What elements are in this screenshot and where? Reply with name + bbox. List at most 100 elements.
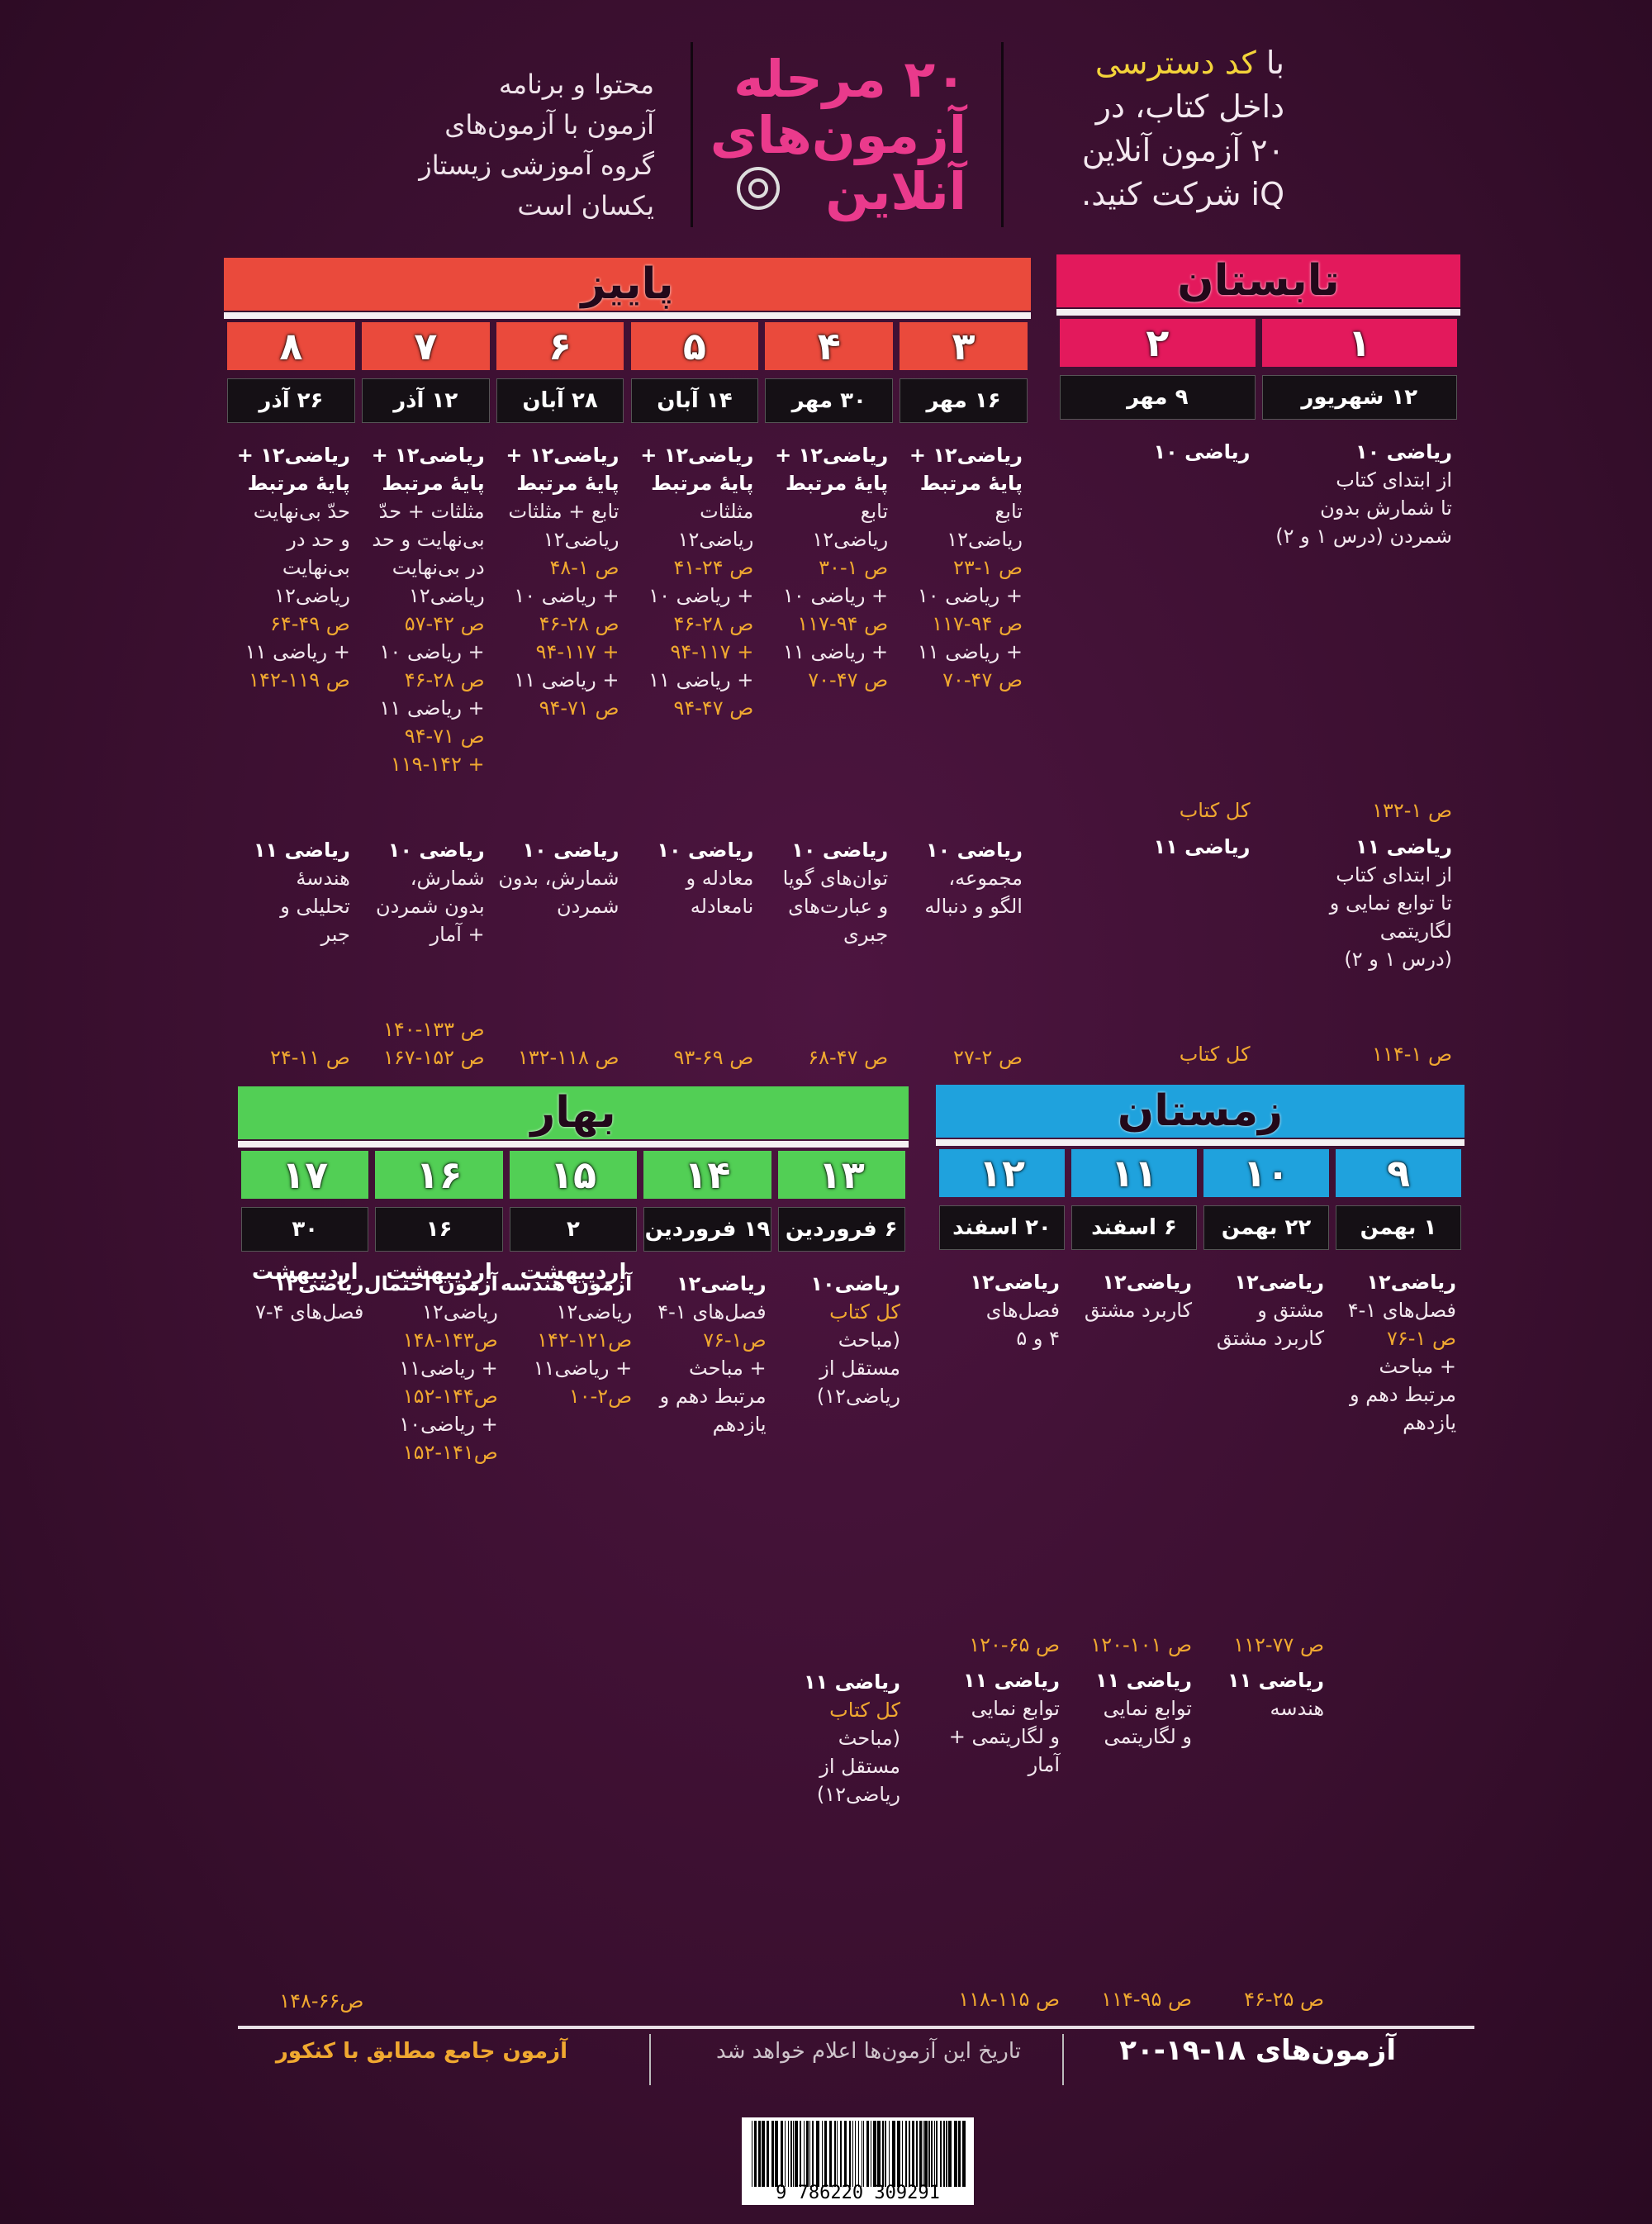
page-range: ص ۱-۱۳۲ xyxy=(1372,799,1452,822)
subject: ریاضی ۱۰ xyxy=(657,839,754,862)
content-line: تابع + مثلثات xyxy=(508,500,620,523)
content-line: مشتق و xyxy=(1257,1299,1324,1322)
content-line: (درس ۱ و ۲) xyxy=(1344,948,1452,971)
subject: ریاضی ۱۰ xyxy=(522,839,620,862)
bar xyxy=(916,2121,918,2187)
subject: ریاضی ۱۰ xyxy=(1355,440,1452,463)
page-range: + ۹۴-۱۱۷ xyxy=(535,640,620,663)
content-line: و عبارت‌های xyxy=(788,895,889,918)
bar xyxy=(882,2121,884,2187)
content-block: ریاضی۱۲ فصل‌های ۴-۷ xyxy=(243,1270,363,1326)
content-line: مثلثات xyxy=(700,500,754,523)
page-range: ص ۱-۷۶ xyxy=(1387,1327,1456,1350)
page-range: ص ۱۵۲-۱۶۷ xyxy=(382,1046,485,1069)
exam-date: ۱۶ اردیبهشت xyxy=(375,1207,503,1285)
subject: پایهٔ مرتبط xyxy=(651,472,754,495)
bar xyxy=(812,2121,814,2187)
bar xyxy=(834,2121,836,2187)
bar xyxy=(762,2121,765,2187)
content-block: ریاضی ۱۰ از ابتدای کتاب تا شمارش بدون شمردن… xyxy=(1264,438,1452,550)
exam-number: ۵ xyxy=(630,322,759,370)
page-range: ص ۷۱-۹۴ xyxy=(539,696,620,720)
content-line: شمردن xyxy=(556,895,620,918)
bar xyxy=(795,2121,798,2187)
content-line: تابع xyxy=(995,500,1023,523)
exam-date: ۶ اسفند xyxy=(1071,1205,1197,1250)
page-range: ص ۹۴-۱۱۷ xyxy=(932,612,1023,635)
content-line: معادله و xyxy=(686,867,754,890)
bar xyxy=(790,2121,792,2187)
bar xyxy=(934,2121,935,2187)
bar xyxy=(806,2121,809,2187)
content-block: ریاضی ۱۰ شمارش، بدون شمردن + آمار xyxy=(363,836,485,948)
page-range: ص۱۴۳-۱۴۸ xyxy=(402,1328,498,1352)
content-line: مرتبط دهم و xyxy=(1350,1383,1456,1406)
content-block: ریاضی ۱۱ xyxy=(1061,833,1251,861)
bar xyxy=(804,2121,805,2187)
page-refs: ص ۱۱۵-۱۱۸ xyxy=(941,1985,1060,2013)
subject: ریاضی ۱۱ xyxy=(1153,835,1251,858)
content-line: + ریاضی۱۱ xyxy=(399,1357,498,1380)
bar xyxy=(793,2121,794,2187)
exam-date: ۶ فروردین xyxy=(777,1207,905,1252)
bar xyxy=(758,2121,761,2187)
page-range: ص ۱۱۸-۱۳۲ xyxy=(517,1046,620,1069)
title-block: ۲۰ مرحله آزمون‌های آنلاین xyxy=(710,51,966,220)
header-rule xyxy=(1056,309,1460,316)
season-header: بهار xyxy=(238,1086,909,1139)
content-line: نامعادله xyxy=(690,895,754,918)
content-line: مجموعه، xyxy=(948,867,1023,890)
page-range: ص۱۲۱-۱۴۲ xyxy=(537,1328,633,1352)
page-refs: ص۶۶-۱۴۸ xyxy=(243,1987,363,2015)
page-range: ص ۱۱-۲۴ xyxy=(269,1046,350,1069)
content-line: و حد در xyxy=(287,528,350,551)
page-refs: ص ۹۵-۱۱۴ xyxy=(1073,1985,1192,2013)
content-block: ریاضی ۱۱ توابع نمایی و لگاریتمی + آمار xyxy=(941,1666,1060,1779)
access-lead: با xyxy=(1265,45,1284,81)
content-line: تا شمارش بدون xyxy=(1320,497,1452,520)
separator xyxy=(1001,42,1004,227)
content-line: توابع نمایی xyxy=(1103,1697,1192,1720)
content-line: + آمار xyxy=(430,923,485,946)
page-range: ص ۱-۳۰ xyxy=(819,556,889,579)
page-range: ص ۴۷-۹۴ xyxy=(673,696,754,720)
page-range: ص ۲۴-۴۱ xyxy=(673,556,754,579)
page-range: کل کتاب xyxy=(829,1699,900,1722)
page-range: ص ۶۹-۹۳ xyxy=(673,1046,754,1069)
content-line: ریاضی۱۲ xyxy=(543,528,620,551)
content-line: بی‌نهایت و حد xyxy=(372,528,485,551)
content-block: ریاضی ۱۱ توابع نمایی و لگاریتمی xyxy=(1073,1666,1192,1751)
content-line: شمارش، xyxy=(410,867,485,890)
page-range: ص ۱۱۵-۱۱۸ xyxy=(958,1988,1060,2011)
page-refs: ص ۱۱-۲۴ xyxy=(229,1043,350,1072)
page-refs: کل کتاب xyxy=(1061,796,1251,824)
content-line: ریاضی۱۲ xyxy=(422,1300,498,1323)
bar xyxy=(788,2121,789,2187)
content-line: و لگاریتمی xyxy=(1104,1725,1193,1748)
page-range: ص ۲۸-۴۶ xyxy=(404,668,485,691)
page-range: ص ۶۵-۱۲۰ xyxy=(969,1633,1060,1656)
bar xyxy=(800,2121,801,2187)
subject: ریاضی ۱۰ xyxy=(926,839,1023,862)
content-line: ریاضی۱۲) xyxy=(816,1783,900,1806)
subject: پایهٔ مرتبط xyxy=(382,472,485,495)
content-block: ریاضی۱۲ + پایهٔ مرتبط تابع + مثلثات ریاضی۱۲… xyxy=(498,441,620,722)
content-line: (مباحث xyxy=(838,1328,900,1352)
page-range: کل کتاب xyxy=(1179,1043,1251,1066)
exam-number: ۱۰ xyxy=(1203,1149,1329,1197)
page-range: کل کتاب xyxy=(829,1300,900,1323)
bar xyxy=(928,2121,930,2187)
bar xyxy=(844,2121,847,2187)
content-line: + ریاضی ۱۱ xyxy=(514,668,620,691)
bar xyxy=(919,2121,922,2187)
content-line: (مباحث xyxy=(838,1727,900,1750)
barcode-digits: 9 786220 309291 xyxy=(776,2183,940,2203)
page-range: ص ۲-۲۷ xyxy=(952,1046,1023,1069)
footer-note: تاریخ این آزمون‌ها اعلام خواهد شد xyxy=(715,2039,1021,2064)
page-refs: ص ۲-۲۷ xyxy=(901,1043,1023,1072)
page-range: ص ۱۳۳-۱۴۰ xyxy=(382,1018,485,1041)
page-range: ص ۷۷-۱۱۲ xyxy=(1233,1633,1324,1656)
content-line: + ریاضی ۱۰ xyxy=(783,584,889,607)
separator xyxy=(691,42,693,227)
